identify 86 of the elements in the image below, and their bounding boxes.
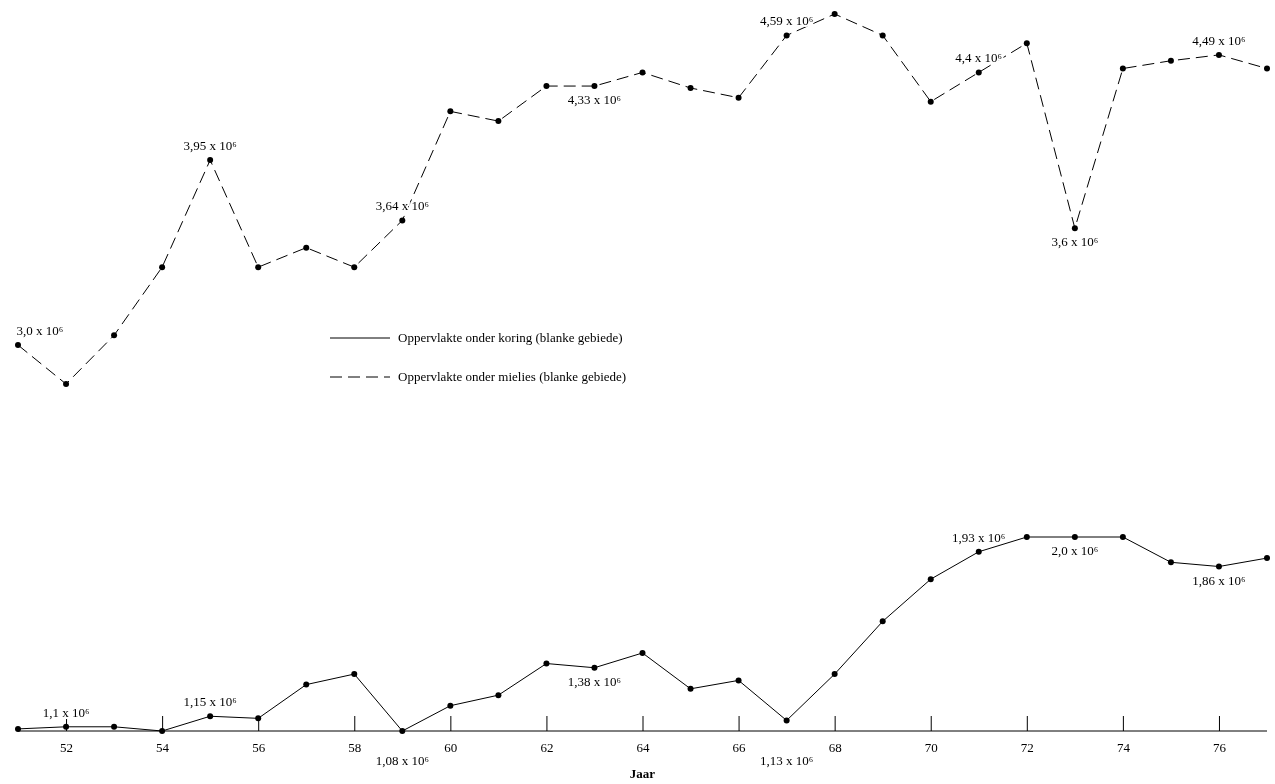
data-label: 4,49 x 10⁶: [1192, 32, 1246, 48]
x-tick-label: 76: [1212, 740, 1227, 756]
x-tick-label: 58: [348, 740, 362, 756]
point: [15, 725, 21, 732]
point: [351, 264, 358, 271]
point: [639, 69, 646, 76]
point: [399, 728, 406, 734]
data-label: 3,95 x 10⁶: [183, 138, 237, 154]
data-label: 3,0 x 10⁶: [16, 323, 64, 339]
point: [783, 32, 790, 39]
data-label: 3,6 x 10⁶: [1051, 234, 1099, 250]
point: [879, 618, 886, 625]
x-axis-title: Jaar: [629, 766, 656, 781]
point: [1071, 534, 1078, 540]
point: [255, 715, 262, 722]
point: [63, 381, 70, 387]
point: [975, 69, 982, 76]
data-label: 1,15 x 10⁶: [183, 694, 237, 710]
x-tick-label: 70: [924, 740, 938, 756]
data-label: 1,86 x 10⁶: [1192, 572, 1246, 588]
point: [543, 83, 550, 90]
point: [111, 332, 118, 339]
point: [591, 83, 598, 90]
point: [687, 85, 694, 91]
legend-label: Oppervlakte onder koring (blanke gebiede): [398, 330, 623, 345]
point: [15, 342, 21, 349]
point: [1215, 563, 1222, 570]
x-tick-label: 68: [828, 740, 842, 756]
point: [831, 11, 838, 17]
point: [159, 264, 166, 271]
point: [447, 702, 454, 709]
data-label: 4,59 x 10⁶: [759, 13, 814, 29]
point: [1119, 65, 1126, 72]
x-tick-label: 74: [1116, 740, 1131, 756]
point: [543, 660, 550, 667]
point: [591, 664, 598, 671]
x-tick-label: 60: [444, 740, 458, 756]
data-label: 1,38 x 10⁶: [567, 673, 622, 689]
point: [447, 108, 454, 115]
point: [207, 157, 214, 164]
point: [63, 723, 70, 730]
data-label: 1,08 x 10⁶: [375, 753, 429, 768]
data-label: 1,13 x 10⁶: [759, 753, 814, 768]
point: [1264, 65, 1270, 72]
x-tick-label: 56: [252, 740, 266, 756]
x-tick-label: 64: [636, 740, 650, 756]
point: [1167, 559, 1174, 566]
point: [735, 677, 742, 684]
point: [1119, 534, 1126, 540]
point: [1023, 40, 1030, 47]
data-label: 1,93 x 10⁶: [952, 529, 1006, 545]
point: [975, 548, 982, 555]
point: [495, 118, 502, 125]
data-label: 3,64 x 10⁶: [375, 198, 429, 214]
x-tick-label: 72: [1020, 740, 1034, 756]
point: [303, 244, 310, 251]
point: [1071, 225, 1078, 232]
point: [255, 264, 262, 271]
x-tick-label: 52: [60, 740, 74, 756]
point: [1264, 555, 1270, 562]
data-label: 4,4 x 10⁶: [955, 50, 1003, 66]
x-tick-label: 62: [540, 740, 554, 756]
point: [111, 723, 118, 730]
point: [495, 692, 502, 699]
legend-label: Oppervlakte onder mielies (blanke gebiede): [398, 369, 627, 384]
point: [303, 681, 310, 688]
point: [1023, 534, 1030, 540]
point: [687, 685, 694, 692]
point: [879, 32, 886, 39]
point: [1215, 51, 1222, 58]
x-tick-label: 66: [732, 740, 747, 756]
point: [399, 217, 406, 224]
point: [783, 717, 790, 724]
point: [351, 671, 358, 678]
point: [927, 98, 934, 105]
point: [1167, 57, 1174, 64]
data-label: 2,0 x 10⁶: [1051, 543, 1099, 558]
data-label: 1,1 x 10⁶: [42, 704, 90, 720]
data-label: 4,33 x 10⁶: [567, 92, 622, 108]
point: [639, 649, 646, 656]
point: [207, 713, 214, 720]
point: [927, 576, 934, 583]
point: [735, 94, 742, 101]
x-tick-label: 54: [156, 740, 170, 756]
point: [159, 728, 166, 734]
point: [831, 671, 838, 678]
